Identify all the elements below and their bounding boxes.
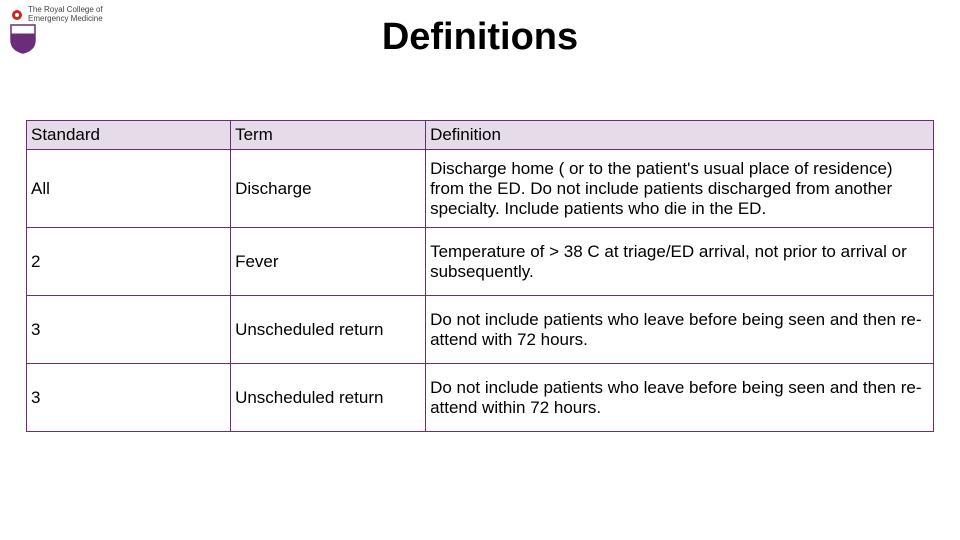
logo-line2: Emergency Medicine: [28, 15, 103, 24]
cell-term: Unscheduled return: [231, 296, 426, 364]
table-row: All Discharge Discharge home ( or to the…: [27, 150, 934, 228]
table-header-row: Standard Term Definition: [27, 121, 934, 150]
cell-standard: 2: [27, 228, 231, 296]
shield-icon: [10, 24, 36, 54]
table-row: 2 Fever Temperature of > 38 C at triage/…: [27, 228, 934, 296]
logo: The Royal College of Emergency Medicine: [10, 6, 103, 24]
table-row: 3 Unscheduled return Do not include pati…: [27, 364, 934, 432]
definitions-table: Standard Term Definition All Discharge D…: [26, 120, 934, 432]
cell-term: Discharge: [231, 150, 426, 228]
cell-definition: Discharge home ( or to the patient's usu…: [426, 150, 934, 228]
cell-term: Unscheduled return: [231, 364, 426, 432]
cell-standard: 3: [27, 296, 231, 364]
cell-term: Fever: [231, 228, 426, 296]
logo-emblem-icon: [10, 8, 24, 22]
definitions-table-container: Standard Term Definition All Discharge D…: [26, 120, 934, 432]
table-row: 3 Unscheduled return Do not include pati…: [27, 296, 934, 364]
cell-definition: Do not include patients who leave before…: [426, 364, 934, 432]
col-definition: Definition: [426, 121, 934, 150]
page-title: Definitions: [0, 0, 960, 59]
cell-standard: 3: [27, 364, 231, 432]
logo-text: The Royal College of Emergency Medicine: [28, 6, 103, 24]
cell-definition: Do not include patients who leave before…: [426, 296, 934, 364]
col-standard: Standard: [27, 121, 231, 150]
cell-definition: Temperature of > 38 C at triage/ED arriv…: [426, 228, 934, 296]
col-term: Term: [231, 121, 426, 150]
cell-standard: All: [27, 150, 231, 228]
